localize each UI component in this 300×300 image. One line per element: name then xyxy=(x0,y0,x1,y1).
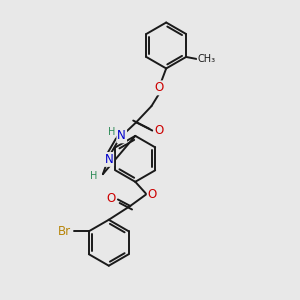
Text: H: H xyxy=(90,171,98,181)
Text: CH₃: CH₃ xyxy=(198,54,216,64)
Text: O: O xyxy=(155,81,164,94)
Text: H: H xyxy=(108,127,116,137)
Text: Br: Br xyxy=(58,225,71,238)
Text: O: O xyxy=(154,124,164,137)
Text: N: N xyxy=(117,129,126,142)
Text: O: O xyxy=(148,188,157,201)
Text: N: N xyxy=(104,153,113,166)
Text: O: O xyxy=(107,192,116,205)
